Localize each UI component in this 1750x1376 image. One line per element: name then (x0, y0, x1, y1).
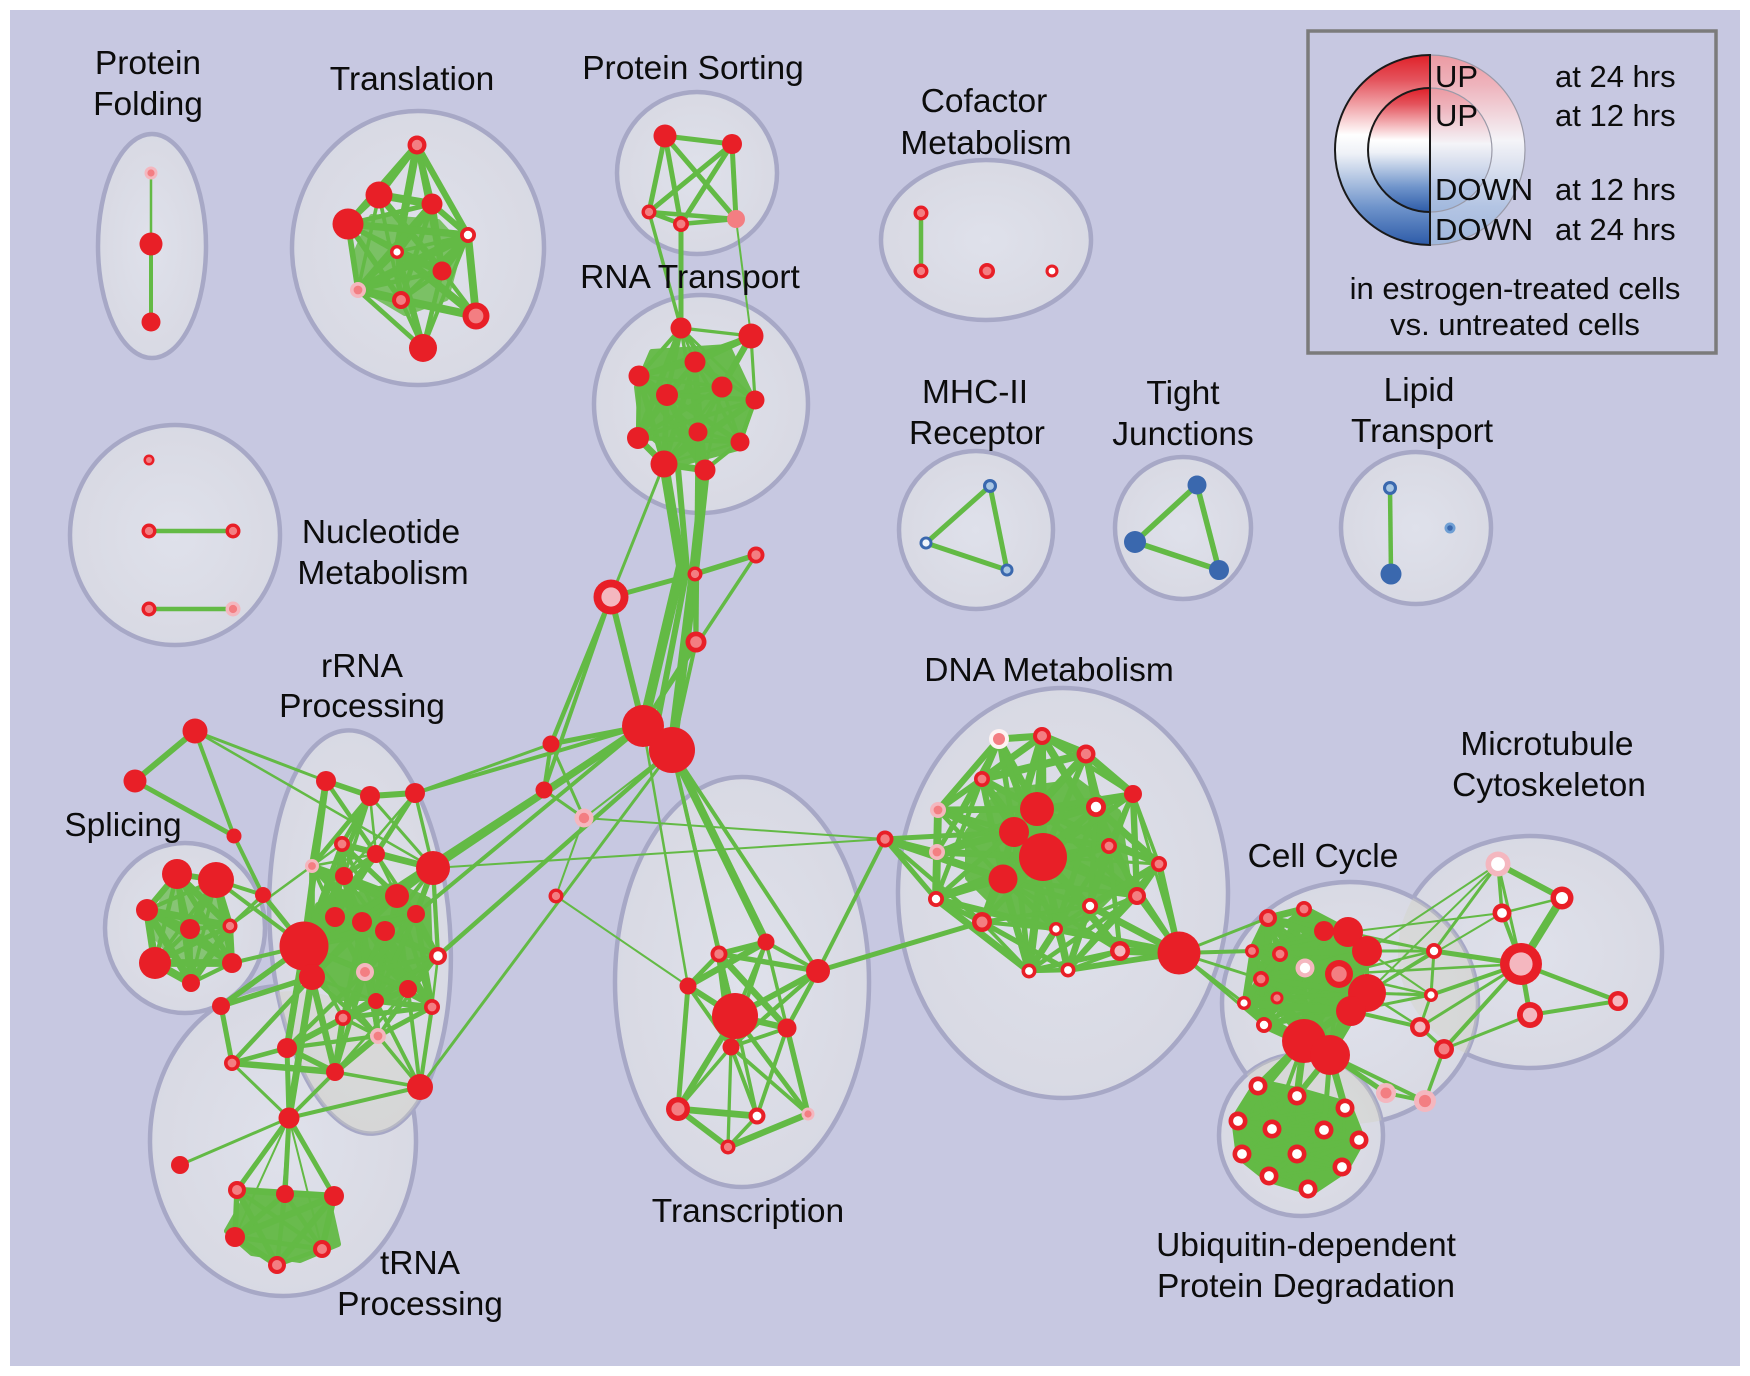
svg-text:tRNA: tRNA (380, 1245, 461, 1282)
svg-text:RNA Transport: RNA Transport (580, 259, 800, 296)
svg-text:MHC-II: MHC-II (922, 374, 1028, 411)
svg-text:Cytoskeleton: Cytoskeleton (1452, 767, 1646, 804)
svg-text:Cell Cycle: Cell Cycle (1248, 838, 1399, 875)
svg-text:Processing: Processing (279, 688, 445, 725)
svg-text:Folding: Folding (93, 86, 203, 123)
svg-text:UP: UP (1435, 98, 1478, 133)
svg-text:at 24 hrs: at 24 hrs (1555, 59, 1676, 94)
svg-text:vs. untreated cells: vs. untreated cells (1390, 307, 1640, 342)
svg-text:Transcription: Transcription (652, 1193, 844, 1230)
svg-text:Protein Sorting: Protein Sorting (582, 50, 804, 87)
svg-text:Transport: Transport (1351, 413, 1494, 450)
svg-text:Receptor: Receptor (909, 415, 1045, 452)
svg-text:Tight: Tight (1146, 375, 1220, 412)
svg-text:Metabolism: Metabolism (900, 125, 1071, 162)
svg-text:in estrogen-treated cells: in estrogen-treated cells (1350, 271, 1681, 306)
svg-text:DNA Metabolism: DNA Metabolism (924, 652, 1173, 689)
svg-text:Splicing: Splicing (64, 807, 181, 844)
svg-text:at 12 hrs: at 12 hrs (1555, 172, 1676, 207)
svg-text:Translation: Translation (330, 61, 494, 98)
svg-text:Nucleotide: Nucleotide (302, 514, 460, 551)
svg-text:at 12 hrs: at 12 hrs (1555, 98, 1676, 133)
svg-text:Processing: Processing (337, 1286, 503, 1323)
svg-text:at 24 hrs: at 24 hrs (1555, 212, 1676, 247)
svg-text:Microtubule: Microtubule (1460, 726, 1633, 763)
svg-text:Protein: Protein (95, 45, 201, 82)
svg-text:DOWN: DOWN (1435, 212, 1533, 247)
svg-text:Lipid: Lipid (1384, 372, 1455, 409)
svg-text:Junctions: Junctions (1112, 416, 1254, 453)
svg-text:UP: UP (1435, 59, 1478, 94)
svg-text:Cofactor: Cofactor (921, 83, 1048, 120)
svg-text:DOWN: DOWN (1435, 172, 1533, 207)
svg-text:Metabolism: Metabolism (297, 555, 468, 592)
svg-text:rRNA: rRNA (321, 648, 404, 685)
svg-text:Protein Degradation: Protein Degradation (1157, 1268, 1455, 1305)
svg-text:Ubiquitin-dependent: Ubiquitin-dependent (1156, 1227, 1457, 1264)
